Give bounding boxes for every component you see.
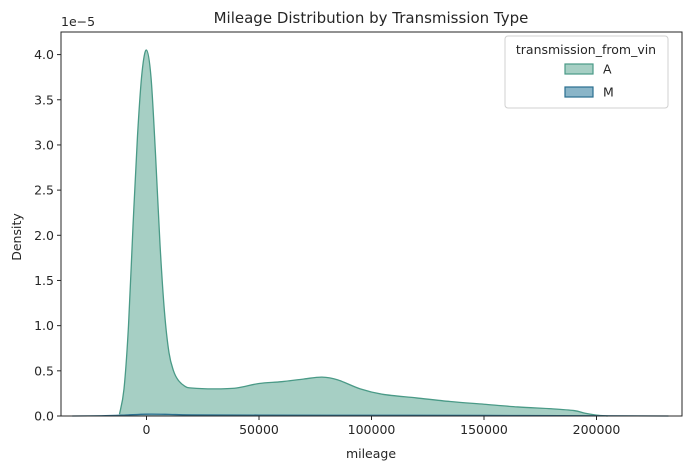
y-tick-label: 1.0 xyxy=(34,318,54,333)
legend-label-m: M xyxy=(603,85,614,100)
y-tick-label: 1.5 xyxy=(34,273,54,288)
x-tick-label: 200000 xyxy=(573,422,621,437)
y-tick-label: 4.0 xyxy=(34,47,54,62)
x-tick-label: 0 xyxy=(143,422,151,437)
y-tick-label: 3.5 xyxy=(34,92,54,107)
y-tick-label: 0.5 xyxy=(34,363,54,378)
y-tick-label: 2.5 xyxy=(34,183,54,198)
x-axis-label: mileage xyxy=(346,446,396,461)
y-tick-label: 2.0 xyxy=(34,228,54,243)
series-a-line xyxy=(118,49,608,417)
chart-title: Mileage Distribution by Transmission Typ… xyxy=(214,9,529,27)
x-tick-label: 50000 xyxy=(239,422,279,437)
y-tick-label: 3.0 xyxy=(34,137,54,152)
x-tick-label: 150000 xyxy=(460,422,508,437)
legend-title: transmission_from_vin xyxy=(516,42,656,57)
legend: transmission_from_vin AM xyxy=(504,35,669,109)
legend-swatch-m xyxy=(564,86,594,98)
x-tick-label: 100000 xyxy=(348,422,396,437)
y-offset-text: 1e−5 xyxy=(61,14,95,29)
y-tick-label: 0.0 xyxy=(34,409,54,424)
series-a-area xyxy=(119,50,608,416)
legend-swatch-a xyxy=(564,63,594,75)
y-axis-label: Density xyxy=(9,213,24,261)
axes: 0 50000 100000 150000 200000 0.0 0.5 1.0 1.5 2.0 2… xyxy=(34,31,683,437)
legend-label-a: A xyxy=(603,62,612,77)
